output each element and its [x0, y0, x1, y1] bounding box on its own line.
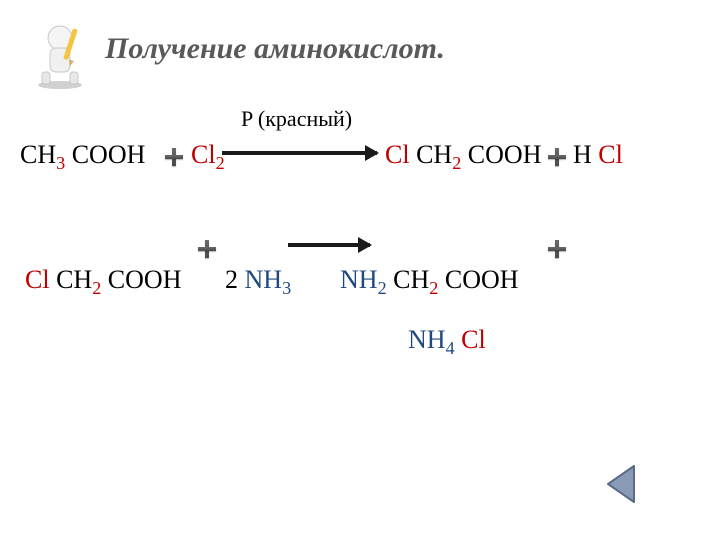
- plus-icon: [165, 148, 183, 166]
- arrow-icon: [288, 243, 370, 247]
- eq2-product-1: NH2 CH2 COOH: [340, 265, 519, 299]
- catalyst-label: P (красный): [241, 106, 352, 132]
- eq2-reactant-1: Cl CH2 COOH: [25, 265, 181, 299]
- eq1-product-1: Cl CH2 COOH: [385, 140, 541, 174]
- plus-icon: [198, 240, 216, 258]
- eq1-reactant-1: CH3 COOH: [20, 140, 145, 174]
- eq2-product-2: NH4 Cl: [408, 325, 486, 359]
- plus-icon: [548, 148, 566, 166]
- page-title: Получение аминокислот.: [105, 32, 445, 66]
- pencil-figure-icon: [30, 20, 90, 90]
- eq2-reactant-2: 2 NH3: [225, 265, 291, 299]
- eq1-product-2: H Cl: [573, 140, 623, 170]
- back-button[interactable]: [600, 460, 648, 508]
- arrow-icon: [222, 151, 377, 155]
- plus-icon: [548, 240, 566, 258]
- eq1-reactant-2: Cl2: [191, 140, 225, 174]
